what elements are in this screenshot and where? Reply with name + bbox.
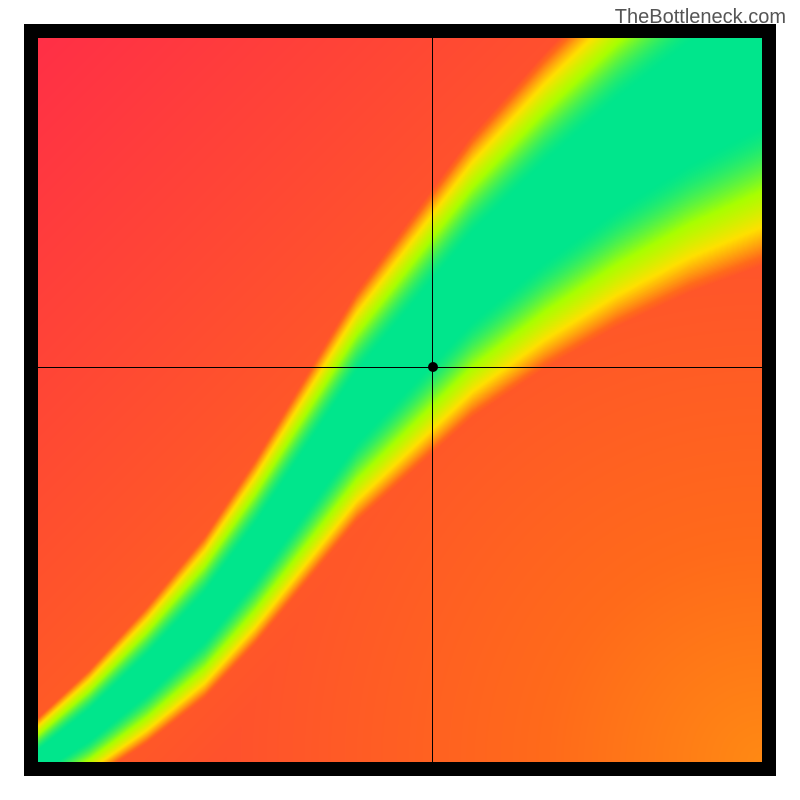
crosshair-marker (428, 362, 438, 372)
heatmap-plot (38, 38, 762, 762)
heatmap-canvas (38, 38, 762, 762)
watermark-text: TheBottleneck.com (615, 6, 786, 29)
crosshair-vertical (432, 38, 433, 762)
crosshair-horizontal (38, 367, 762, 368)
